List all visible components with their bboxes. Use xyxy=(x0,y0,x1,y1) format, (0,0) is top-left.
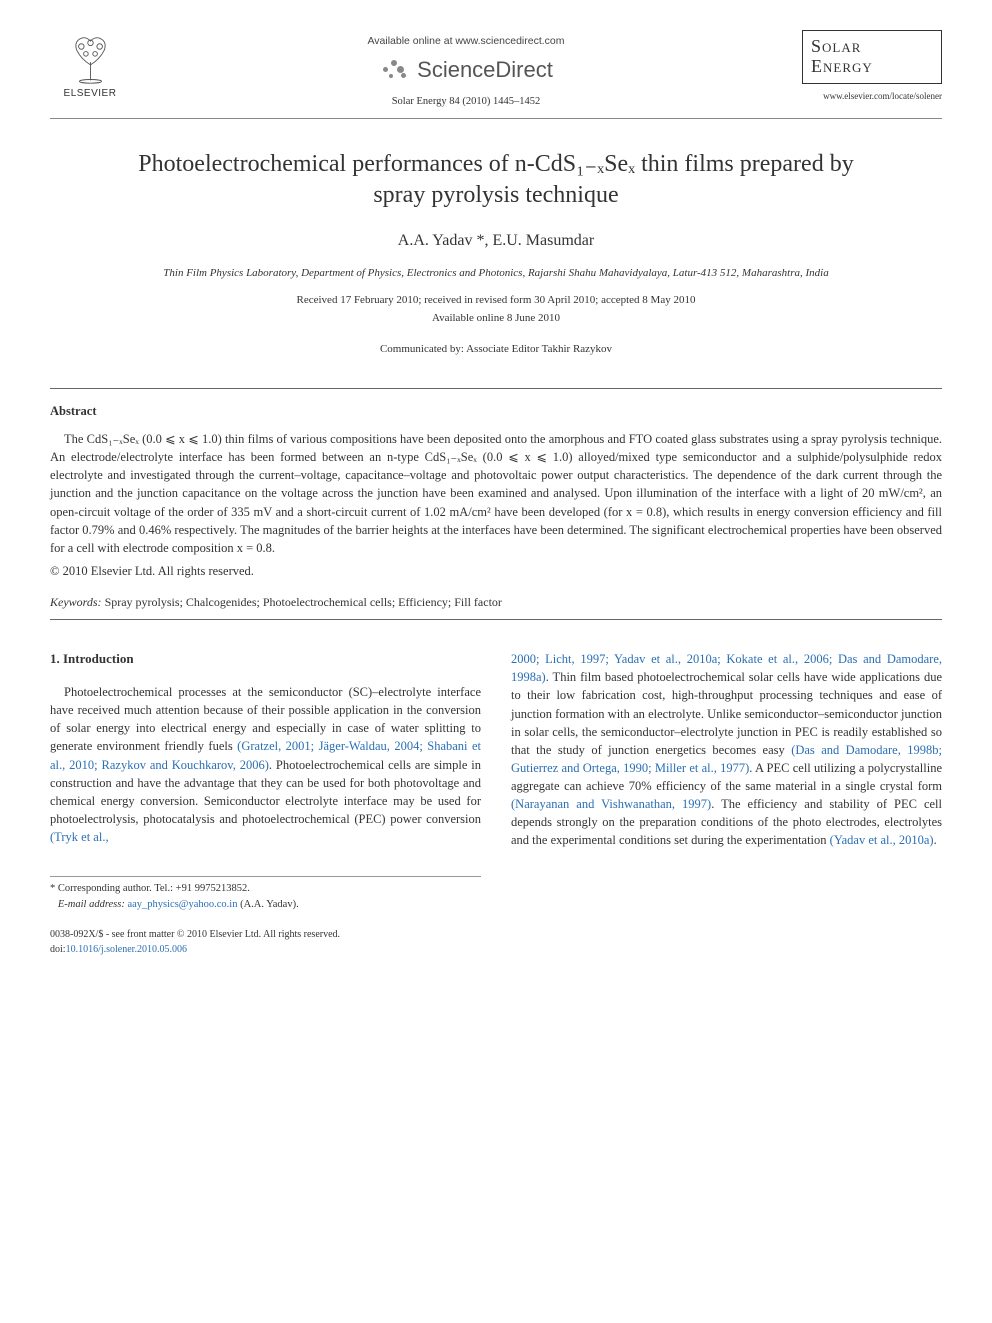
journal-title-line2: Energy xyxy=(811,57,933,77)
journal-title-line1: Solar xyxy=(811,37,933,57)
body-columns: 1. Introduction Photoelectrochemical pro… xyxy=(50,650,942,956)
received-dates: Received 17 February 2010; received in r… xyxy=(50,293,942,308)
authors: A.A. Yadav *, E.U. Masumdar xyxy=(50,230,942,252)
doi-value[interactable]: 10.1016/j.solener.2010.05.006 xyxy=(66,944,187,955)
doi-line: doi:10.1016/j.solener.2010.05.006 xyxy=(50,942,481,957)
abstract-copyright: © 2010 Elsevier Ltd. All rights reserved… xyxy=(50,563,942,581)
sciencedirect-text: ScienceDirect xyxy=(417,55,553,86)
doi-label: doi: xyxy=(50,944,66,955)
issn-line: 0038-092X/$ - see front matter © 2010 El… xyxy=(50,927,481,942)
column-right: 2000; Licht, 1997; Yadav et al., 2010a; … xyxy=(511,650,942,956)
intro-text-2d: . xyxy=(934,833,937,847)
column-left: 1. Introduction Photoelectrochemical pro… xyxy=(50,650,481,956)
publisher-label: ELSEVIER xyxy=(64,87,117,101)
paper-title: Photoelectrochemical performances of n-C… xyxy=(110,149,882,211)
email-line: E-mail address: aay_physics@yahoo.co.in … xyxy=(50,897,481,913)
intro-paragraph-right: 2000; Licht, 1997; Yadav et al., 2010a; … xyxy=(511,650,942,849)
communicated-by: Communicated by: Associate Editor Takhir… xyxy=(50,342,942,357)
journal-title-box: Solar Energy xyxy=(802,30,942,84)
affiliation: Thin Film Physics Laboratory, Department… xyxy=(150,266,842,281)
keywords-line: Keywords: Spray pyrolysis; Chalcogenides… xyxy=(50,594,942,611)
sciencedirect-dots-icon xyxy=(379,58,409,82)
journal-reference: Solar Energy 84 (2010) 1445–1452 xyxy=(130,95,802,110)
citation-5[interactable]: (Narayanan and Vishwanathan, 1997) xyxy=(511,797,711,811)
keywords-text: Spray pyrolysis; Chalcogenides; Photoele… xyxy=(102,595,502,609)
journal-logo-block: Solar Energy www.elsevier.com/locate/sol… xyxy=(802,30,942,102)
available-online-text: Available online at www.sciencedirect.co… xyxy=(130,34,802,49)
divider-top xyxy=(50,388,942,389)
available-online-date: Available online 8 June 2010 xyxy=(50,311,942,326)
email-label: E-mail address: xyxy=(58,899,125,910)
citation-6[interactable]: (Yadav et al., 2010a) xyxy=(830,833,934,847)
divider-bottom xyxy=(50,619,942,620)
journal-url: www.elsevier.com/locate/solener xyxy=(802,90,942,103)
corresponding-author: * Corresponding author. Tel.: +91 997521… xyxy=(50,881,481,897)
keywords-label: Keywords: xyxy=(50,595,102,609)
abstract-heading: Abstract xyxy=(50,403,942,421)
abstract-text: The CdS₁₋ₓSeₓ (0.0 ⩽ x ⩽ 1.0) thin films… xyxy=(50,430,942,557)
citation-2[interactable]: (Tryk et al., xyxy=(50,830,109,844)
footnote-block: * Corresponding author. Tel.: +91 997521… xyxy=(50,876,481,957)
publisher-logo-block: ELSEVIER xyxy=(50,30,130,101)
elsevier-tree-icon xyxy=(63,30,118,85)
header-bar: ELSEVIER Available online at www.science… xyxy=(50,30,942,119)
introduction-heading: 1. Introduction xyxy=(50,650,481,669)
header-center: Available online at www.sciencedirect.co… xyxy=(130,30,802,110)
email-address[interactable]: aay_physics@yahoo.co.in xyxy=(127,899,237,910)
sciencedirect-logo: ScienceDirect xyxy=(130,55,802,86)
footer-meta: 0038-092X/$ - see front matter © 2010 El… xyxy=(50,927,481,957)
intro-paragraph-left: Photoelectrochemical processes at the se… xyxy=(50,683,481,846)
email-suffix: (A.A. Yadav). xyxy=(237,899,298,910)
